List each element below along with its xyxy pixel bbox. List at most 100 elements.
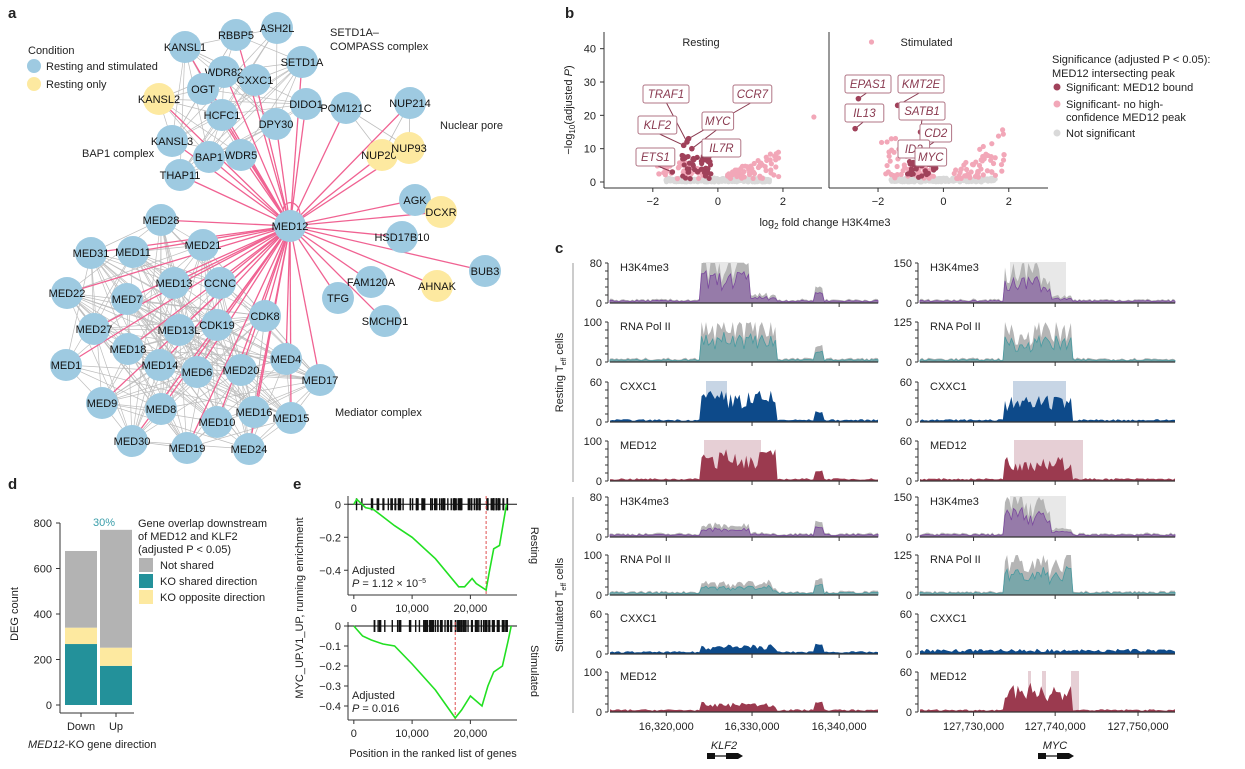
y-tick-label: 80 [590, 258, 602, 270]
volcano-point [1000, 131, 1006, 137]
signal-overlay [610, 578, 878, 595]
node-label: MED28 [143, 215, 180, 227]
node-label: MED10 [199, 417, 236, 429]
node-label: MED1 [51, 360, 82, 372]
node-label: MED31 [73, 248, 110, 260]
labeled-point [930, 165, 937, 172]
y-tick-label: 60 [900, 377, 912, 389]
volcano-point [724, 178, 730, 184]
legend-swatch [139, 574, 153, 588]
gene-label-box [637, 115, 678, 135]
y-tick-label: −0.2 [319, 661, 341, 673]
group-label-part: Stimulated T [554, 590, 566, 652]
hub-edge [160, 219, 291, 227]
volcano-point [776, 173, 782, 180]
hub-edge [179, 174, 291, 227]
xlabel-part: fold change H3K4me3 [779, 217, 891, 229]
panel-letter-c: c [555, 240, 563, 257]
gene-label: SATB1 [904, 106, 940, 118]
volcano-point [675, 165, 681, 171]
volcano-point [1001, 152, 1007, 158]
y-tick-label: 0 [906, 649, 912, 661]
node-label: OGT [191, 84, 215, 96]
volcano-point [891, 149, 897, 155]
node-label: HSD17B10 [374, 232, 429, 244]
complex-label: SETD1A– [330, 27, 380, 39]
signal-area [610, 643, 878, 654]
volcano-point [773, 157, 779, 163]
pvalue-value: = 1.12 × 10 [359, 578, 418, 590]
legend-swatch [139, 590, 153, 604]
pvalue-text: P = 0.016 [352, 703, 399, 715]
network-node [78, 313, 110, 345]
network-edge [219, 282, 255, 413]
volcano-point [990, 160, 997, 167]
network-edge [216, 324, 250, 450]
node-label: ASH2L [260, 23, 295, 35]
x-tick-label: −2 [872, 196, 885, 208]
network-node [260, 108, 292, 140]
gene-label: MYC [705, 116, 731, 128]
hub-edge [223, 71, 291, 227]
node-label: MED14 [142, 360, 179, 372]
network-edge [178, 329, 321, 381]
node-label: POM121C [320, 103, 371, 115]
hub-edge [208, 156, 291, 227]
gene-label-box [642, 84, 690, 104]
network-edge [208, 61, 303, 158]
node-label: DCXR [425, 207, 456, 219]
network-edge [65, 252, 92, 366]
xlabel-rest: -KO gene direction [65, 739, 157, 751]
volcano-point [811, 114, 817, 120]
y-tick-label: 150 [894, 492, 912, 504]
gene-label-box [701, 138, 742, 158]
track: 80 0 H3K4me3 [590, 258, 879, 310]
network-node [366, 139, 398, 171]
y-tick-label: 0 [906, 590, 912, 602]
signal-area [920, 682, 1175, 712]
node-label: MED11 [115, 247, 151, 259]
pvalue-text: Adjusted [352, 690, 395, 702]
signal-area [920, 456, 1175, 481]
gene-exon [707, 753, 715, 759]
track-label: RNA Pol II [930, 554, 981, 566]
gsea-stimulated: 0 −0.1 −0.2 −0.3 −0.4 0 10,000 20,000 AdjustedP … [319, 620, 540, 740]
y-tick-label: 100 [584, 667, 602, 679]
volcano-point [934, 177, 940, 183]
network-edge [93, 328, 188, 449]
labeled-point [852, 125, 858, 132]
volcano-point [684, 166, 690, 172]
node-label: MED17 [302, 375, 339, 387]
x-tick-label: 127,750,000 [1107, 721, 1168, 733]
node-label: DPY30 [259, 119, 294, 131]
ylabel-part: P [563, 68, 575, 76]
network-edge [93, 328, 133, 442]
panel-d: d 0 200 400 600 800 DEG count Down Up 30% MED12-KO… [8, 476, 267, 751]
gene-label-box [844, 74, 892, 94]
legend-label: KO opposite direction [160, 592, 265, 604]
network-edge [66, 292, 242, 371]
volcano-point [924, 171, 930, 178]
labeled-point [680, 142, 687, 149]
y-tick-label: 0 [596, 298, 602, 310]
group-label-sub: eff [561, 358, 568, 366]
network-node [116, 425, 148, 457]
network-node [274, 210, 306, 242]
y-tick-label: 0 [335, 621, 341, 633]
x-tick-label: 0 [351, 728, 357, 740]
volcano-point [884, 162, 890, 169]
network-node [156, 125, 188, 157]
network-edge [186, 358, 287, 449]
gene-label: EPAS1 [850, 79, 886, 91]
y-tick-label: 200 [34, 655, 52, 667]
node-label: MED13L [158, 325, 201, 337]
signal-area [919, 565, 1176, 596]
network-edge [216, 379, 321, 423]
y-tick-label: 0 [906, 707, 912, 719]
track: 125 0 RNA Pol II [894, 550, 1176, 602]
network-node [394, 87, 426, 119]
signal-area [609, 526, 879, 538]
network-edge [126, 298, 266, 317]
network-node [206, 99, 238, 131]
label-leader [657, 132, 684, 146]
